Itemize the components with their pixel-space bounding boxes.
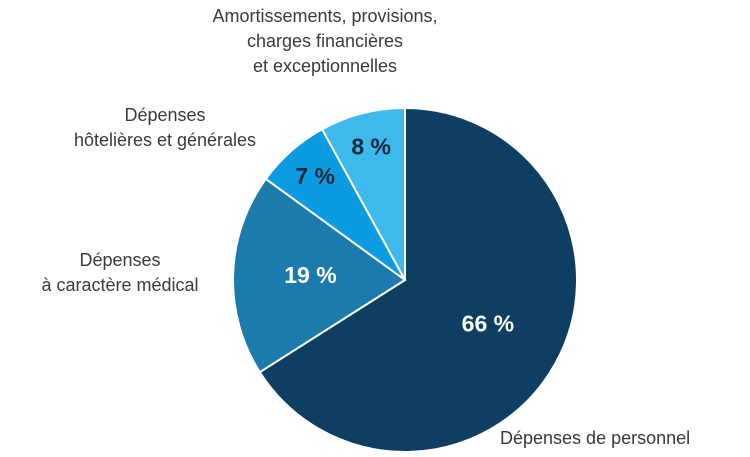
pie-slice	[320, 106, 406, 281]
slice-value-label: 19 %	[284, 262, 336, 288]
slice-value-label: 7 %	[295, 163, 335, 189]
category-label: Dépenses à caractère médical	[41, 250, 199, 295]
pie-slice	[232, 177, 407, 374]
slice-value-label: 66 %	[462, 311, 514, 337]
category-label: Amortissements, provisions, charges fina…	[212, 6, 438, 76]
category-label: Dépenses de personnel	[500, 428, 691, 448]
pie-slice	[258, 106, 579, 453]
category-label: Dépenses hôtelières et générales	[73, 105, 257, 150]
slice-value-label: 8 %	[351, 133, 391, 159]
